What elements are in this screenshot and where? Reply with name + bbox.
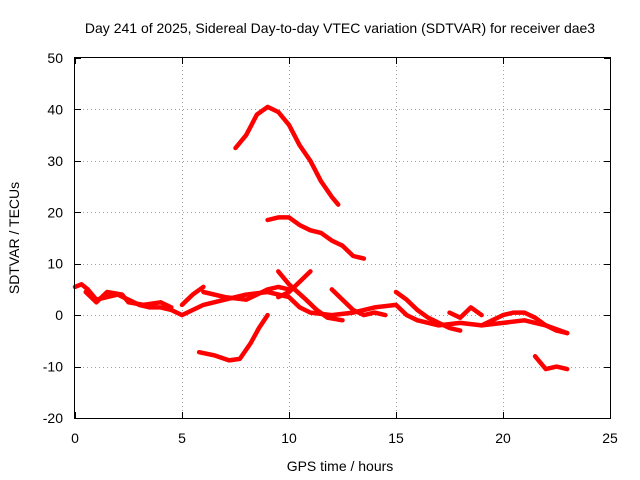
tick-layer: 0 5 10 15 20 25 -20 -10 0 10 20 30 40 50 <box>43 50 618 446</box>
y-tick-label: -10 <box>43 359 63 375</box>
x-axis-label: GPS time / hours <box>287 458 394 474</box>
series-arc-2 <box>83 289 174 310</box>
x-tick-label: 15 <box>388 430 404 446</box>
series-arc-13 <box>265 215 367 261</box>
y-axis-label: SDTVAR / TECUs <box>6 182 22 294</box>
series-arc-3 <box>179 284 206 308</box>
x-tick-label: 0 <box>71 430 79 446</box>
series-arc-11 <box>196 312 270 363</box>
series-arc-6 <box>276 269 345 323</box>
x-tick-label: 10 <box>281 430 297 446</box>
y-tick-label: 50 <box>47 50 63 66</box>
series-arc-8 <box>393 289 463 333</box>
chart-title: Day 241 of 2025, Sidereal Day-to-day VTE… <box>85 20 595 36</box>
series-arc-12 <box>233 104 341 207</box>
series-arc-4 <box>201 284 292 302</box>
series-arc-7 <box>329 287 388 318</box>
y-tick-label: 20 <box>47 204 63 220</box>
plot-frame <box>74 57 611 419</box>
series-arc-9 <box>447 305 484 320</box>
y-tick-label: 40 <box>47 101 63 117</box>
y-tick-label: 30 <box>47 153 63 169</box>
series-arc-1 <box>72 282 570 336</box>
series-arc-10 <box>479 310 570 336</box>
grid-layer <box>75 58 610 418</box>
y-tick-label: -20 <box>43 410 63 426</box>
y-tick-label: 10 <box>47 256 63 272</box>
series-layer <box>72 104 570 372</box>
y-tick-label: 0 <box>55 307 63 323</box>
series-arc-14 <box>532 354 570 372</box>
x-tick-label: 25 <box>602 430 618 446</box>
x-tick-label: 20 <box>495 430 511 446</box>
x-tick-label: 5 <box>178 430 186 446</box>
